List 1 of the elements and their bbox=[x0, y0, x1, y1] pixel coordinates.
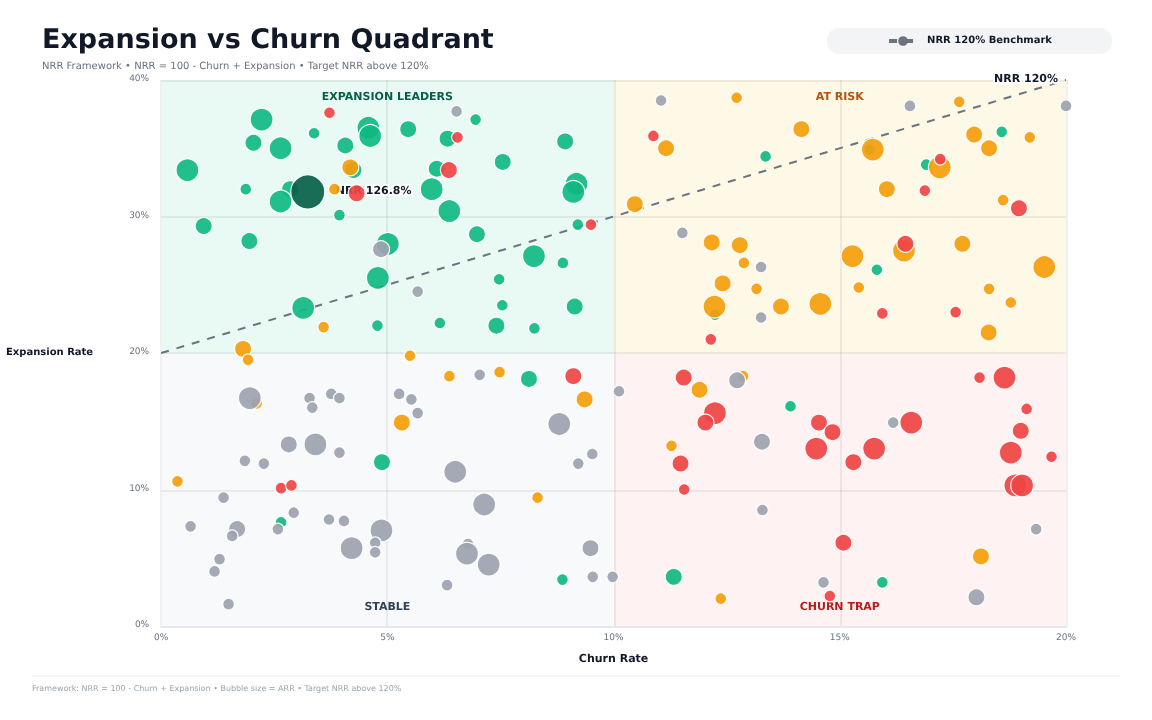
chart-title: Expansion vs Churn Quadrant bbox=[42, 24, 495, 56]
